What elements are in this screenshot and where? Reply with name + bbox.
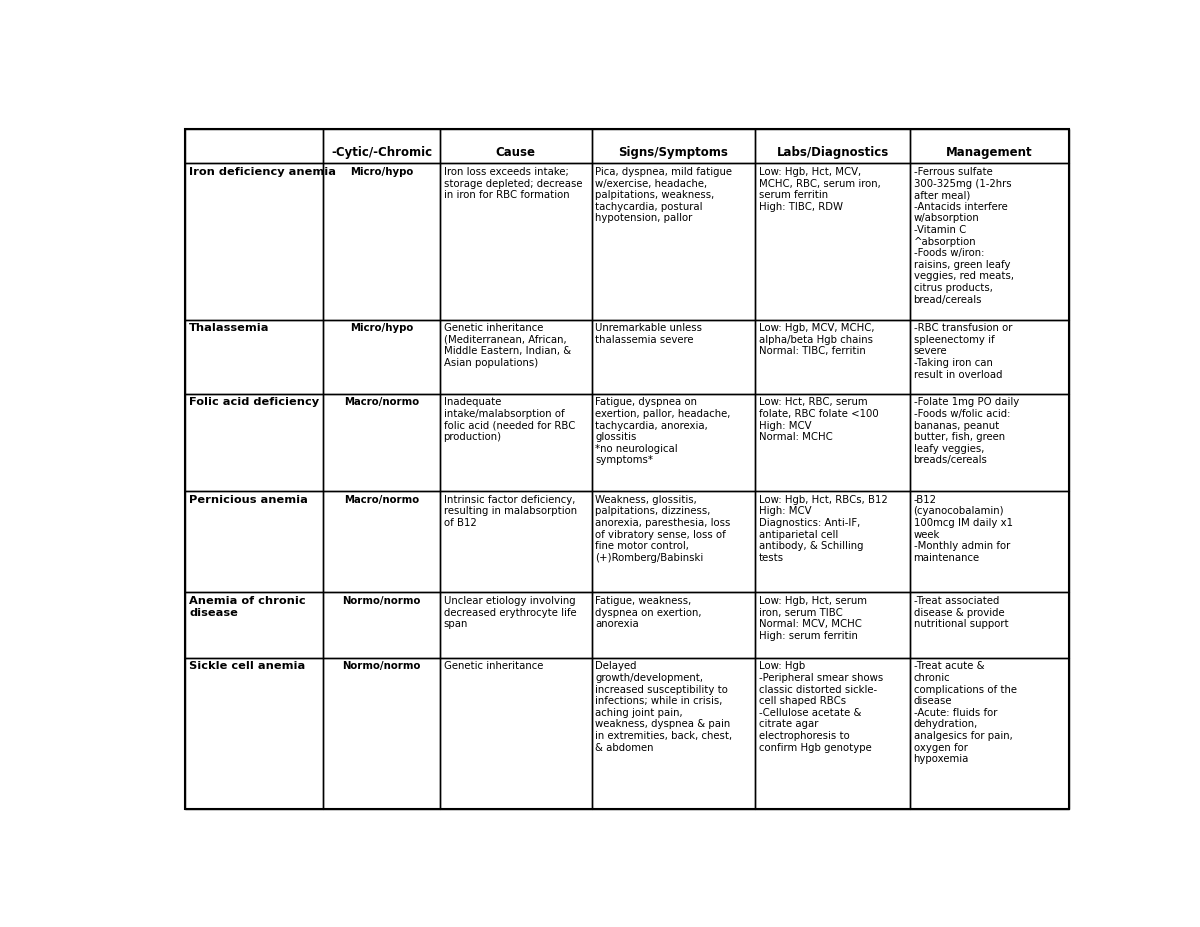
Text: Inadequate
intake/malabsorption of
folic acid (needed for RBC
production): Inadequate intake/malabsorption of folic… xyxy=(444,398,575,442)
Bar xyxy=(910,129,1069,163)
Text: Low: Hgb, Hct, RBCs, B12
High: MCV
Diagnostics: Anti-IF,
antiparietal cell
antib: Low: Hgb, Hct, RBCs, B12 High: MCV Diagn… xyxy=(758,495,888,563)
Text: Signs/Symptoms: Signs/Symptoms xyxy=(618,146,728,159)
Bar xyxy=(323,394,439,491)
Text: Delayed
growth/development,
increased susceptibility to
infections; while in cri: Delayed growth/development, increased su… xyxy=(595,661,732,753)
Text: -Cytic/-Chromic: -Cytic/-Chromic xyxy=(331,146,432,159)
Bar xyxy=(592,491,755,592)
Bar xyxy=(755,320,910,394)
Bar xyxy=(910,658,1069,809)
Bar xyxy=(439,394,592,491)
Bar xyxy=(323,491,439,592)
Bar xyxy=(439,163,592,320)
Bar xyxy=(323,658,439,809)
Bar xyxy=(755,592,910,658)
Bar xyxy=(439,129,592,163)
Text: Macro/normo: Macro/normo xyxy=(344,495,419,504)
Bar xyxy=(592,658,755,809)
Text: Sickle cell anemia: Sickle cell anemia xyxy=(190,661,305,671)
Bar xyxy=(439,592,592,658)
Text: Genetic inheritance: Genetic inheritance xyxy=(444,661,542,671)
Text: Cause: Cause xyxy=(496,146,535,159)
Bar xyxy=(185,491,323,592)
Text: Intrinsic factor deficiency,
resulting in malabsorption
of B12: Intrinsic factor deficiency, resulting i… xyxy=(444,495,577,527)
Text: Pica, dyspnea, mild fatigue
w/exercise, headache,
palpitations, weakness,
tachyc: Pica, dyspnea, mild fatigue w/exercise, … xyxy=(595,167,732,223)
Bar xyxy=(439,491,592,592)
Text: Low: Hgb
-Peripheral smear shows
classic distorted sickle-
cell shaped RBCs
-Cel: Low: Hgb -Peripheral smear shows classic… xyxy=(758,661,883,753)
Bar xyxy=(185,163,323,320)
Text: -Treat associated
disease & provide
nutritional support: -Treat associated disease & provide nutr… xyxy=(913,596,1008,629)
Bar xyxy=(323,320,439,394)
Bar xyxy=(910,491,1069,592)
Text: Low: Hgb, Hct, serum
iron, serum TIBC
Normal: MCV, MCHC
High: serum ferritin: Low: Hgb, Hct, serum iron, serum TIBC No… xyxy=(758,596,866,641)
Bar xyxy=(592,163,755,320)
Text: Thalassemia: Thalassemia xyxy=(190,324,270,333)
Bar xyxy=(592,592,755,658)
Text: Labs/Diagnostics: Labs/Diagnostics xyxy=(776,146,889,159)
Text: Micro/hypo: Micro/hypo xyxy=(350,324,413,333)
Text: -Treat acute &
chronic
complications of the
disease
-Acute: fluids for
dehydrati: -Treat acute & chronic complications of … xyxy=(913,661,1016,764)
Bar xyxy=(910,163,1069,320)
Text: Anemia of chronic
disease: Anemia of chronic disease xyxy=(190,596,306,617)
Text: Iron loss exceeds intake;
storage depleted; decrease
in iron for RBC formation: Iron loss exceeds intake; storage deplet… xyxy=(444,167,582,200)
Bar xyxy=(185,394,323,491)
Text: Management: Management xyxy=(946,146,1033,159)
Text: Normo/normo: Normo/normo xyxy=(342,661,421,671)
Text: Low: Hgb, MCV, MCHC,
alpha/beta Hgb chains
Normal: TIBC, ferritin: Low: Hgb, MCV, MCHC, alpha/beta Hgb chai… xyxy=(758,324,875,357)
Text: Unremarkable unless
thalassemia severe: Unremarkable unless thalassemia severe xyxy=(595,324,702,345)
Bar xyxy=(755,491,910,592)
Bar xyxy=(323,129,439,163)
Bar xyxy=(755,394,910,491)
Text: Fatigue, weakness,
dyspnea on exertion,
anorexia: Fatigue, weakness, dyspnea on exertion, … xyxy=(595,596,702,629)
Bar xyxy=(323,163,439,320)
Bar xyxy=(185,592,323,658)
Text: Folic acid deficiency: Folic acid deficiency xyxy=(190,398,319,407)
Text: -Folate 1mg PO daily
-Foods w/folic acid:
bananas, peanut
butter, fish, green
le: -Folate 1mg PO daily -Foods w/folic acid… xyxy=(913,398,1019,465)
Bar xyxy=(185,658,323,809)
Bar xyxy=(910,320,1069,394)
Bar xyxy=(755,658,910,809)
Text: Fatigue, dyspnea on
exertion, pallor, headache,
tachycardia, anorexia,
glossitis: Fatigue, dyspnea on exertion, pallor, he… xyxy=(595,398,731,465)
Text: Low: Hct, RBC, serum
folate, RBC folate <100
High: MCV
Normal: MCHC: Low: Hct, RBC, serum folate, RBC folate … xyxy=(758,398,878,442)
Text: Pernicious anemia: Pernicious anemia xyxy=(190,495,308,504)
Text: Normo/normo: Normo/normo xyxy=(342,596,421,606)
Bar xyxy=(439,658,592,809)
Text: Iron deficiency anemia: Iron deficiency anemia xyxy=(190,167,336,177)
Text: -B12
(cyanocobalamin)
100mcg IM daily x1
week
-Monthly admin for
maintenance: -B12 (cyanocobalamin) 100mcg IM daily x1… xyxy=(913,495,1013,563)
Text: Weakness, glossitis,
palpitations, dizziness,
anorexia, paresthesia, loss
of vib: Weakness, glossitis, palpitations, dizzi… xyxy=(595,495,731,563)
Bar xyxy=(592,394,755,491)
Text: -Ferrous sulfate
300-325mg (1-2hrs
after meal)
-Antacids interfere
w/absorption
: -Ferrous sulfate 300-325mg (1-2hrs after… xyxy=(913,167,1014,305)
Bar xyxy=(592,320,755,394)
Bar xyxy=(910,592,1069,658)
Text: -RBC transfusion or
spleenectomy if
severe
-Taking iron can
result in overload: -RBC transfusion or spleenectomy if seve… xyxy=(913,324,1012,380)
Bar xyxy=(755,163,910,320)
Text: Low: Hgb, Hct, MCV,
MCHC, RBC, serum iron,
serum ferritin
High: TIBC, RDW: Low: Hgb, Hct, MCV, MCHC, RBC, serum iro… xyxy=(758,167,881,211)
Bar xyxy=(755,129,910,163)
Text: Micro/hypo: Micro/hypo xyxy=(350,167,413,177)
Bar xyxy=(592,129,755,163)
Text: Genetic inheritance
(Mediterranean, African,
Middle Eastern, Indian, &
Asian pop: Genetic inheritance (Mediterranean, Afri… xyxy=(444,324,571,368)
Bar xyxy=(323,592,439,658)
Bar xyxy=(185,320,323,394)
Text: Macro/normo: Macro/normo xyxy=(344,398,419,407)
Bar xyxy=(185,129,323,163)
Text: Unclear etiology involving
decreased erythrocyte life
span: Unclear etiology involving decreased ery… xyxy=(444,596,576,629)
Bar xyxy=(439,320,592,394)
Bar xyxy=(910,394,1069,491)
